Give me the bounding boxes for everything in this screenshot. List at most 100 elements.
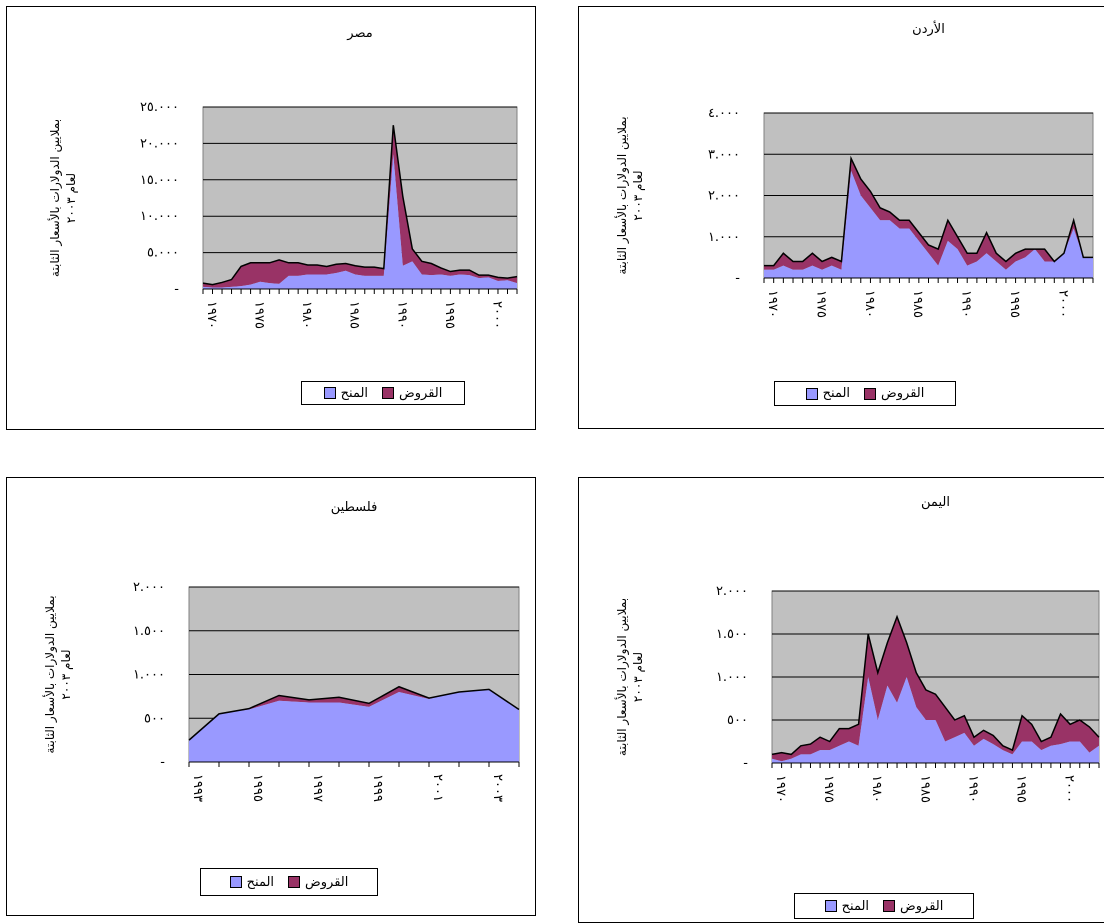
palestine-legend: القروض المنح	[200, 868, 378, 896]
legend-swatch	[864, 387, 877, 400]
egypt-y-tick-label: ١٥.٠٠٠	[140, 173, 179, 188]
yemen-y-axis-label: بملايين الدولارات بالأسعار الثابتة لعام ٢…	[614, 598, 645, 756]
yemen-x-tick-label: ١٩٧٥	[821, 775, 836, 803]
palestine-total-line	[188, 685, 520, 741]
yemen-series-loans-area	[772, 616, 1099, 762]
yemen-x-tick-label: ٢٠٠٠	[1062, 775, 1077, 803]
jordan-x-tick-label: ١٩٩٠	[959, 290, 974, 318]
legend-label: المنح	[841, 898, 870, 914]
chart-panel-egypt: مصر بملايين الدولارات بالأسعار الثابتة لعا…	[6, 6, 536, 430]
legend-label: القروض	[399, 385, 443, 401]
legend-item-loans: القروض	[288, 875, 348, 890]
egypt-total-line	[202, 125, 518, 286]
jordan-x-tick-label: ٢٠٠٠	[1055, 290, 1070, 318]
jordan-x-tick-label: ١٩٧٠	[765, 290, 780, 318]
jordan-y-tick-label: -	[735, 271, 740, 286]
jordan-y-tick-label: ٢.٠٠٠	[708, 189, 740, 204]
palestine-y-tick-label: ٢.٠٠٠	[133, 580, 165, 595]
palestine-y-axis-label: بملايين الدولارات بالأسعار الثابتة لعام ٢…	[42, 595, 73, 753]
jordan-x-tick-label: ١٩٧٥	[813, 290, 828, 318]
legend-swatch	[229, 876, 242, 888]
egypt-x-tick-label: ١٩٧٠	[204, 301, 219, 329]
jordan-x-tick-label: ١٩٨٥	[910, 290, 925, 318]
legend-item-loans: القروض	[883, 899, 943, 914]
legend-swatch	[805, 387, 818, 400]
jordan-chart-title: الأردن	[912, 20, 945, 37]
yemen-y-tick-label: ٥٠٠	[727, 713, 748, 728]
palestine-x-tick-label: ١٩٩٣	[190, 774, 205, 802]
egypt-plot-area	[202, 106, 518, 290]
jordan-legend: القروض المنح	[774, 381, 956, 406]
yemen-x-tick-label: ١٩٨٥	[917, 775, 932, 803]
egypt-y-tick-label: -	[174, 282, 179, 297]
chart-panel-yemen: اليمن بملايين الدولارات بالأسعار الثابتة ل…	[578, 477, 1104, 923]
egypt-x-tick-label: ٢٠٠٠	[489, 301, 504, 329]
egypt-x-tick-label: ١٩٩٠	[394, 301, 409, 329]
yemen-y-tick-label: ٢.٠٠٠	[716, 584, 748, 599]
egypt-x-tick-label: ١٩٩٥	[442, 301, 457, 329]
jordan-y-tick-label: ٣.٠٠٠	[708, 147, 740, 162]
palestine-y-tick-label: ١.٠٠٠	[133, 668, 165, 683]
palestine-x-tick-label: ١٩٩٩	[370, 774, 385, 802]
legend-swatch	[824, 900, 837, 912]
egypt-chart-title: مصر	[346, 26, 372, 41]
legend-swatch	[323, 387, 336, 399]
legend-label: المنح	[340, 385, 369, 401]
yemen-x-tick-label: ١٩٧٠	[773, 775, 788, 803]
jordan-chart-svg: الأردن بملايين الدولارات بالأسعار الثابتة…	[614, 20, 1094, 318]
legend-swatch	[883, 900, 896, 912]
jordan-y-axis-label: بملايين الدولارات بالأسعار الثابتة لعام ٢…	[614, 116, 645, 274]
jordan-x-tick-label: ١٩٨٠	[862, 290, 877, 318]
chart-panel-jordan: الأردن بملايين الدولارات بالأسعار الثابتة…	[578, 6, 1104, 429]
legend-swatch	[288, 876, 301, 888]
palestine-y-tick-label: ٥٠٠	[144, 711, 165, 726]
egypt-y-tick-label: ٥.٠٠٠	[147, 246, 179, 261]
legend-label: القروض	[881, 386, 925, 401]
legend-item-grants: المنح	[229, 874, 275, 890]
palestine-y-tick-label: -	[160, 755, 165, 770]
legend-label: المنح	[246, 874, 275, 890]
palestine-x-tick-label: ٢٠٠٣	[490, 774, 505, 802]
jordan-total-line	[764, 155, 1093, 267]
yemen-series-grants-area	[772, 677, 1099, 763]
yemen-x-tick-label: ١٩٩٠	[965, 775, 980, 803]
jordan-x-tick-label: ١٩٩٥	[1007, 290, 1022, 318]
yemen-chart-svg: اليمن بملايين الدولارات بالأسعار الثابتة ل…	[614, 495, 1100, 803]
yemen-x-tick-label: ١٩٨٠	[869, 775, 884, 803]
yemen-x-tick-label: ١٩٩٥	[1013, 775, 1028, 803]
jordan-series-grants-area	[764, 170, 1093, 278]
legend-item-loans: القروض	[864, 386, 924, 401]
legend-label: القروض	[900, 898, 944, 914]
legend-item-grants: المنح	[824, 898, 870, 914]
yemen-total-line	[771, 614, 1100, 756]
legend-item-grants: المنح	[323, 385, 369, 401]
yemen-y-tick-label: -	[743, 756, 748, 771]
palestine-x-tick-label: ١٩٩٧	[310, 774, 325, 802]
egypt-x-tick-label: ١٩٧٥	[252, 301, 267, 329]
yemen-chart-title: اليمن	[921, 495, 950, 510]
chart-panel-palestine: فلسطين بملايين الدولارات بالأسعار الثابتة…	[6, 477, 536, 916]
egypt-legend: القروض المنح	[301, 381, 465, 405]
egypt-y-tick-label: ٢٥.٠٠٠	[140, 100, 179, 115]
legend-item-grants: المنح	[805, 386, 851, 401]
palestine-x-tick-label: ١٩٩٥	[250, 774, 265, 802]
legend-swatch	[382, 387, 395, 399]
palestine-y-tick-label: ١.٥٠٠	[133, 624, 165, 639]
egypt-x-tick-label: ١٩٨٠	[299, 301, 314, 329]
palestine-series-loans-area	[189, 686, 519, 741]
palestine-x-tick-label: ٢٠٠١	[430, 774, 445, 802]
egypt-y-tick-label: ١٠.٠٠٠	[140, 209, 179, 224]
palestine-chart-title: فلسطين	[331, 500, 378, 515]
yemen-legend: القروض المنح	[794, 893, 974, 919]
legend-label: المنح	[822, 386, 851, 401]
egypt-x-tick-label: ١٩٨٥	[347, 301, 362, 329]
legend-item-loans: القروض	[382, 386, 442, 401]
jordan-y-tick-label: ٤.٠٠٠	[708, 106, 740, 121]
egypt-y-tick-label: ٢٠.٠٠٠	[140, 136, 179, 151]
egypt-chart-svg: مصر بملايين الدولارات بالأسعار الثابتة لعا…	[47, 26, 518, 329]
legend-label: القروض	[305, 874, 349, 890]
palestine-chart-svg: فلسطين بملايين الدولارات بالأسعار الثابتة…	[42, 500, 520, 802]
yemen-y-tick-label: ١.٠٠٠	[716, 670, 748, 685]
jordan-series-loans-area	[764, 158, 1093, 270]
jordan-y-tick-label: ١.٠٠٠	[708, 230, 740, 245]
